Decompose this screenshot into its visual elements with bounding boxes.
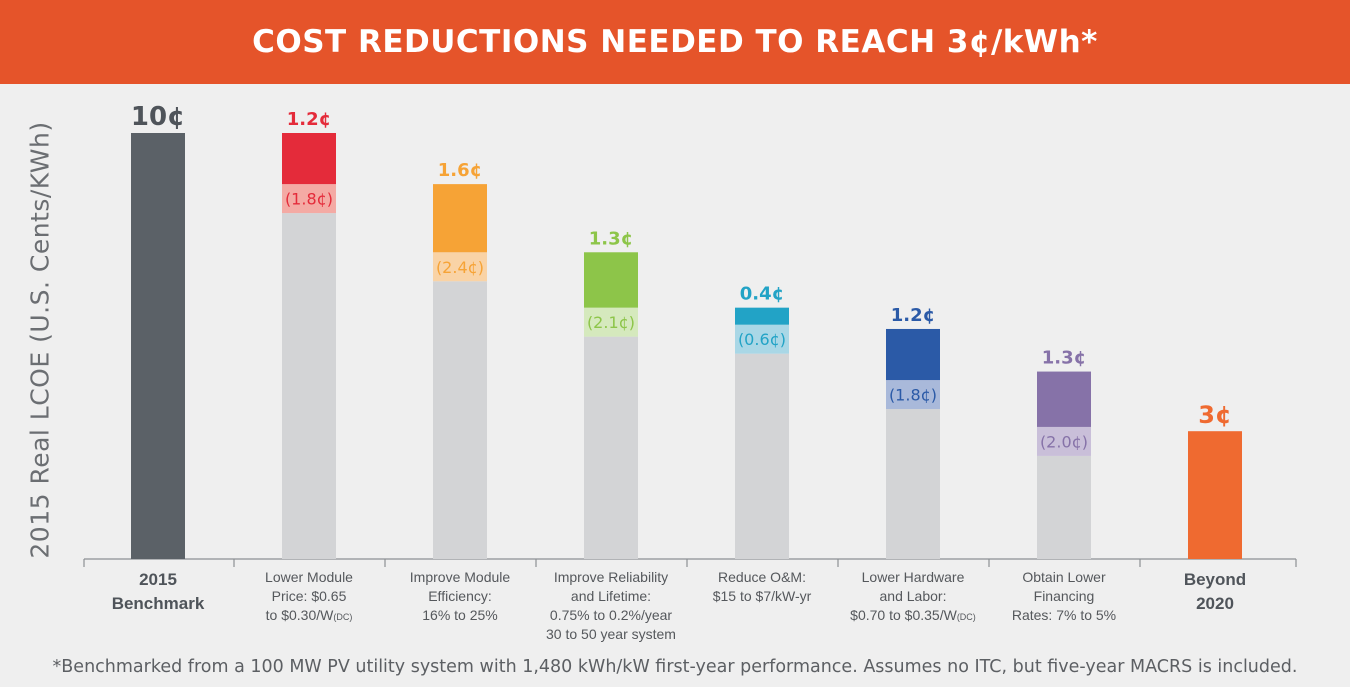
category-label-line: 30 to 50 year system	[546, 626, 676, 642]
category-label-line: Efficiency:	[428, 588, 492, 604]
category-label: 2015 Benchmark	[83, 568, 233, 616]
bar-reduction	[735, 307, 789, 325]
unit-subscript: (DC)	[333, 612, 353, 622]
category-label-line: Lower Module	[265, 569, 353, 585]
bar-total	[131, 133, 185, 559]
category-label: Improve Reliability and Lifetime: 0.75% to…	[536, 568, 686, 644]
category-label-line: and Lifetime:	[570, 588, 652, 604]
bar-remaining	[282, 213, 336, 559]
bar-remaining	[735, 353, 789, 559]
data-label: 3¢	[1198, 401, 1231, 429]
chart-title: COST REDUCTIONS NEEDED TO REACH 3¢/kWh*	[252, 24, 1098, 60]
category-label-line: Benchmark	[111, 594, 205, 613]
data-label: 1.6¢	[438, 160, 482, 181]
alt-data-label: (2.4¢)	[436, 258, 484, 277]
bar-remaining	[886, 409, 940, 559]
category-label-line: 0.75% to 0.2%/year	[549, 607, 673, 623]
bar-reduction	[584, 252, 638, 308]
data-label: 1.2¢	[287, 109, 331, 130]
bar-reduction	[282, 133, 336, 185]
category-label: Beyond 2020	[1140, 568, 1290, 616]
category-label-line: 16% to 25%	[422, 607, 498, 623]
chart-title-banner: COST REDUCTIONS NEEDED TO REACH 3¢/kWh*	[0, 0, 1350, 84]
alt-data-label: (1.8¢)	[889, 386, 937, 405]
category-label: Lower Hardware and Labor: $0.70 to $0.35/W…	[838, 568, 988, 627]
category-label-line: Improve Module	[409, 569, 511, 585]
alt-data-label: (2.1¢)	[587, 313, 635, 332]
bar-alt-reduction	[886, 380, 940, 410]
data-label: 1.3¢	[589, 228, 633, 249]
waterfall-chart: 10¢ 1.2¢ (1.8¢) 1.6¢ (2.4¢) 1.3¢ (2.1¢) 0.4¢ (0.…	[83, 102, 1297, 567]
bar-total	[1188, 431, 1242, 559]
data-label: 1.3¢	[1042, 348, 1086, 369]
bar-reduction	[1037, 371, 1091, 427]
bar-reduction	[433, 184, 487, 253]
data-label: 1.2¢	[891, 305, 935, 326]
category-label-line: 2020	[1196, 594, 1234, 613]
bar-alt-reduction	[584, 307, 638, 337]
alt-data-label: (1.8¢)	[285, 190, 333, 209]
category-label: Obtain Lower Financing Rates: 7% to 5%	[989, 568, 1139, 625]
data-label: 10¢	[131, 102, 185, 132]
category-label-line: Obtain Lower	[1022, 569, 1106, 585]
category-label: Reduce O&M: $15 to $7/kW-yr	[687, 568, 837, 606]
bar-alt-reduction	[282, 184, 336, 214]
bar-remaining	[1037, 455, 1091, 559]
bar-alt-reduction	[1037, 426, 1091, 456]
footnote: *Benchmarked from a 100 MW PV utility sy…	[52, 657, 1298, 677]
bar-remaining	[584, 336, 638, 559]
alt-data-label: (2.0¢)	[1040, 432, 1088, 451]
category-label-line: Beyond	[1183, 570, 1247, 589]
category-label-line: $15 to $7/kW-yr	[712, 588, 812, 604]
category-label-line: Rates: 7% to 5%	[1011, 607, 1117, 623]
category-label-line: Improve Reliability	[553, 569, 669, 585]
bar-remaining	[433, 281, 487, 559]
bar-reduction	[886, 328, 940, 381]
category-label-line: $0.70 to $0.35/W(DC)	[850, 607, 976, 623]
category-label: Improve Module Efficiency: 16% to 25%	[385, 568, 535, 625]
category-label-line: Reduce O&M:	[718, 569, 806, 585]
category-label-line: 2015	[139, 570, 177, 589]
bar-alt-reduction	[433, 252, 487, 282]
category-label-line: and Labor:	[879, 588, 947, 604]
data-label: 0.4¢	[740, 284, 784, 305]
category-label: Lower Module Price: $0.65 to $0.30/W(DC)	[234, 568, 384, 627]
alt-data-label: (0.6¢)	[738, 330, 786, 349]
category-label-line: Financing	[1033, 588, 1095, 604]
unit-subscript: (DC)	[956, 612, 976, 622]
category-label-line: Lower Hardware	[861, 569, 965, 585]
bar-alt-reduction	[735, 324, 789, 354]
category-label-line: to $0.30/W(DC)	[265, 607, 353, 623]
category-label-line: Price: $0.65	[271, 588, 347, 604]
